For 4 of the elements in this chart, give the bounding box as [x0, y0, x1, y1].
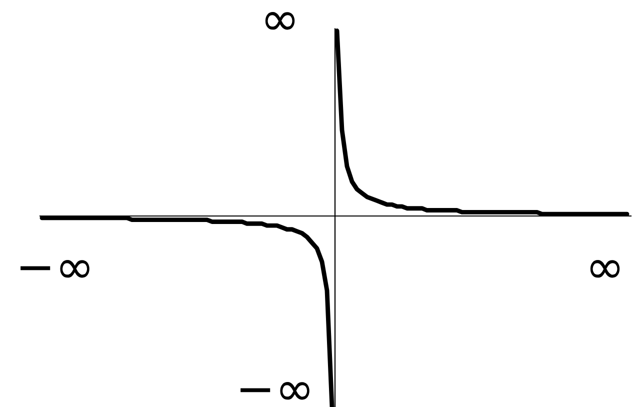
annotation: ∞ [590, 260, 620, 278]
annotation: −∞ [20, 260, 90, 278]
annotation: −∞ [240, 382, 310, 400]
text: ∞ [265, 12, 295, 30]
